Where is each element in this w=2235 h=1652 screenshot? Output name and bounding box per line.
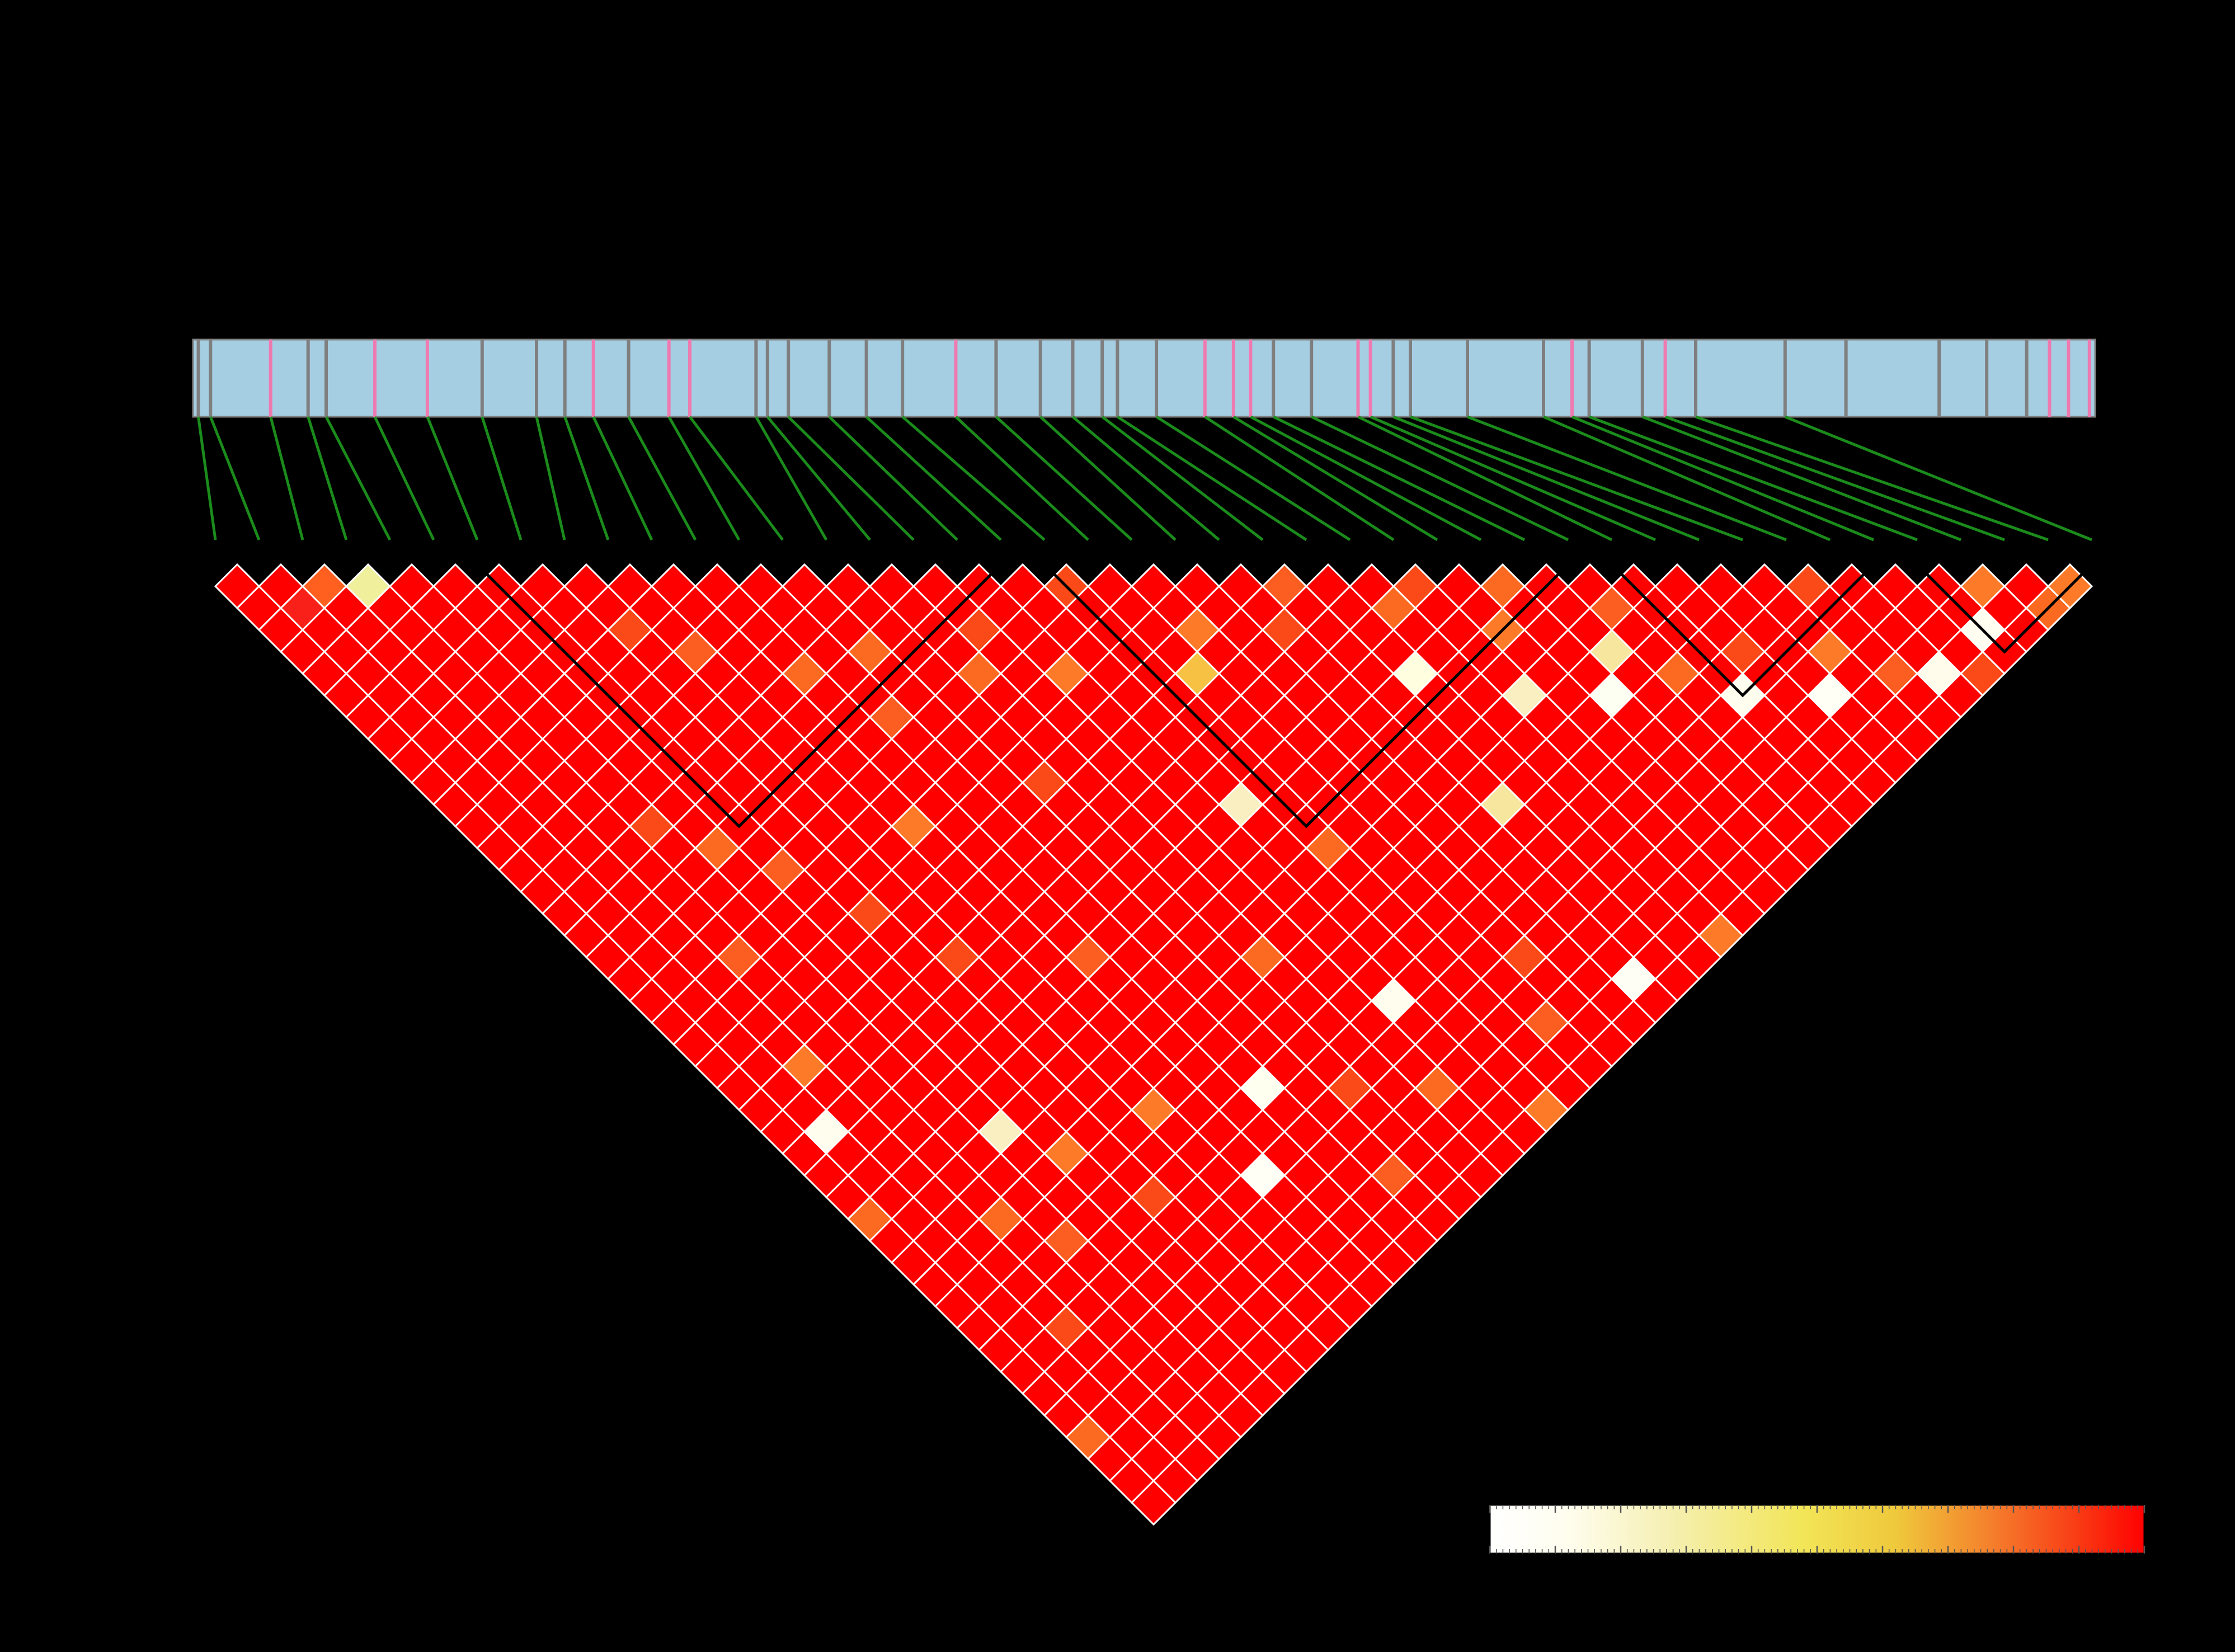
connector-line-8 bbox=[535, 416, 566, 540]
connector-line-4 bbox=[324, 416, 392, 541]
haplotype-block-outline-0 bbox=[454, 542, 1024, 829]
connector-line-21 bbox=[995, 416, 1133, 541]
connector-line-28 bbox=[1232, 415, 1438, 542]
connector-line-19 bbox=[901, 416, 1046, 541]
connector-line-1 bbox=[209, 416, 261, 540]
connector-line-5 bbox=[373, 416, 435, 541]
connector-line-3 bbox=[307, 416, 348, 540]
chromosome-bar-rect[interactable] bbox=[192, 338, 2096, 418]
connector-line-18 bbox=[865, 416, 1002, 541]
connector-line-2 bbox=[269, 416, 304, 540]
connector-line-22 bbox=[1039, 416, 1177, 541]
connector-line-36 bbox=[1467, 415, 1787, 542]
connector-line-35 bbox=[1410, 415, 1743, 542]
connector-line-20 bbox=[954, 416, 1089, 541]
connector-line-9 bbox=[563, 416, 610, 540]
haplotype-block-outlines bbox=[454, 541, 2115, 829]
connector-line-41 bbox=[1664, 415, 2005, 542]
connector-line-23 bbox=[1071, 416, 1220, 541]
connector-line-39 bbox=[1588, 415, 1918, 542]
connector-line-29 bbox=[1250, 415, 1482, 542]
connector-line-40 bbox=[1641, 415, 1961, 542]
connector-line-43 bbox=[1784, 415, 2092, 542]
connector-line-42 bbox=[1695, 415, 2049, 542]
connector-line-33 bbox=[1370, 415, 1656, 542]
haplotype-block-outline-3 bbox=[1894, 542, 2115, 654]
ld-color-scale-legend[interactable] bbox=[1489, 1504, 2145, 1555]
haplotype-block-outline-1 bbox=[1022, 542, 1591, 829]
snp-connector-lines bbox=[197, 415, 2092, 542]
connector-line-15 bbox=[766, 416, 871, 541]
connector-line-26 bbox=[1155, 415, 1351, 542]
connector-line-32 bbox=[1357, 415, 1613, 542]
connector-line-0 bbox=[197, 416, 217, 540]
connector-line-10 bbox=[592, 416, 653, 541]
connector-line-14 bbox=[755, 416, 828, 541]
connector-line-24 bbox=[1101, 416, 1264, 541]
snp-tick-marks bbox=[196, 340, 2091, 417]
connector-line-30 bbox=[1273, 415, 1526, 542]
connector-line-37 bbox=[1543, 415, 1831, 542]
ld-cell-grid[interactable] bbox=[214, 563, 2093, 1526]
connector-line-34 bbox=[1392, 415, 1700, 542]
connector-line-16 bbox=[787, 416, 915, 541]
connector-line-25 bbox=[1117, 415, 1307, 542]
connector-line-17 bbox=[828, 416, 958, 541]
connector-line-13 bbox=[689, 416, 784, 541]
chromosome-physical-map-bar[interactable] bbox=[192, 338, 2096, 418]
connector-line-27 bbox=[1204, 415, 1395, 542]
connector-line-31 bbox=[1311, 415, 1569, 542]
connector-line-12 bbox=[667, 416, 741, 541]
connector-line-6 bbox=[426, 416, 479, 540]
connector-line-38 bbox=[1571, 415, 1874, 542]
connector-line-11 bbox=[627, 416, 697, 541]
haplotype-block-outline-2 bbox=[1589, 542, 1897, 698]
connector-line-7 bbox=[481, 416, 523, 540]
